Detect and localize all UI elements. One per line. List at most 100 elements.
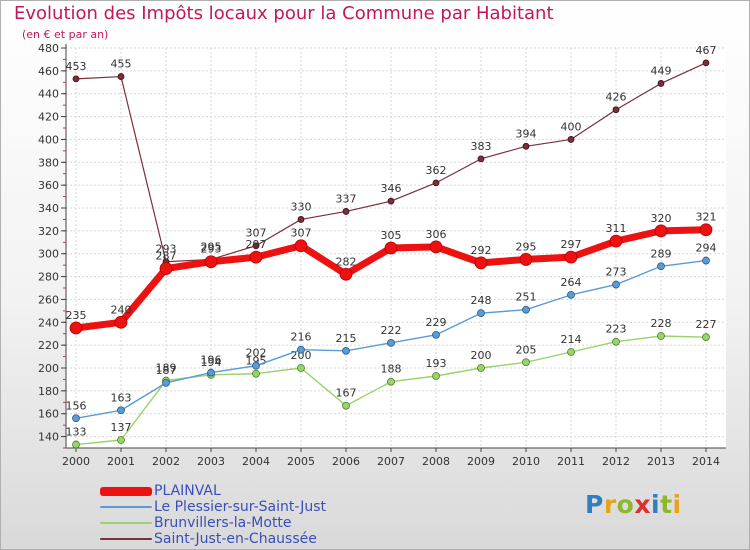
data-point	[387, 377, 395, 386]
y-tick-label: 460	[38, 65, 59, 78]
data-label: 294	[696, 242, 717, 255]
data-label: 216	[291, 331, 312, 344]
x-tick-label: 2006	[332, 455, 360, 468]
data-point	[72, 440, 80, 449]
data-label: 362	[426, 164, 447, 177]
x-tick-label: 2004	[242, 455, 270, 468]
x-tick-label: 2000	[62, 455, 90, 468]
data-point	[567, 290, 575, 299]
data-point	[429, 240, 443, 254]
data-point	[294, 239, 308, 253]
x-tick-label: 2013	[647, 455, 675, 468]
data-label: 295	[201, 240, 222, 253]
logo-letter: o	[616, 490, 635, 519]
data-point	[432, 330, 440, 339]
data-label: 133	[66, 426, 87, 439]
y-tick-label: 180	[38, 385, 59, 398]
data-label: 467	[696, 44, 717, 57]
data-point	[612, 337, 620, 346]
data-point	[477, 155, 485, 163]
data-point	[342, 346, 350, 355]
data-point	[654, 224, 668, 238]
x-tick-label: 2002	[152, 455, 180, 468]
data-point	[612, 106, 620, 114]
data-point	[699, 223, 713, 237]
data-label: 400	[561, 120, 582, 133]
data-label: 383	[471, 140, 492, 153]
data-label: 196	[201, 354, 222, 367]
legend-label: PLAINVAL	[154, 483, 221, 499]
legend-item: PLAINVAL	[100, 483, 500, 499]
data-point	[72, 414, 80, 423]
data-point	[297, 345, 305, 354]
data-label: 293	[156, 243, 177, 256]
y-tick-label: 440	[38, 88, 59, 101]
data-label: 297	[246, 238, 267, 251]
legend-swatch	[100, 506, 152, 508]
data-point	[114, 315, 128, 329]
data-label: 188	[381, 363, 402, 376]
data-label: 205	[516, 343, 537, 356]
data-label: 426	[606, 91, 627, 104]
data-label: 287	[156, 250, 177, 263]
y-tick-label: 420	[38, 111, 59, 124]
series-le-plessier-sur-saint-just: 156 163 187 196 202 216 215 222 229 248 251 264 273 2…	[66, 242, 717, 423]
x-tick-label: 2001	[107, 455, 135, 468]
data-point	[252, 369, 260, 378]
data-label: 305	[381, 229, 402, 242]
data-label: 187	[156, 364, 177, 377]
logo-letter: i	[672, 490, 682, 519]
logo-letter: x	[634, 490, 651, 519]
chart-subtitle: (en € et par an)	[22, 28, 109, 41]
y-tick-label: 140	[38, 431, 59, 444]
data-label: 311	[606, 222, 627, 235]
y-tick-label: 480	[38, 42, 59, 55]
data-label: 167	[336, 387, 357, 400]
data-label: 228	[651, 317, 672, 330]
y-tick-label: 200	[38, 362, 59, 375]
x-tick-label: 2012	[602, 455, 630, 468]
data-point	[519, 253, 533, 266]
logo-letter: P	[585, 490, 604, 519]
x-tick-label: 2009	[467, 455, 495, 468]
data-label: 330	[291, 200, 312, 213]
data-label: 264	[561, 276, 582, 289]
data-point	[342, 208, 350, 215]
data-label: 235	[66, 309, 87, 322]
chart-legend: PLAINVAL Le Plessier-sur-Saint-Just Brunvi…	[100, 483, 500, 547]
data-label: 200	[471, 349, 492, 362]
data-label: 282	[336, 255, 357, 268]
chart-title: Evolution des Impôts locaux pour la Comm…	[14, 3, 554, 24]
data-point	[207, 368, 215, 377]
y-tick-label: 240	[38, 316, 59, 329]
data-label: 215	[336, 332, 357, 345]
data-label: 320	[651, 212, 672, 225]
data-label: 214	[561, 333, 582, 346]
data-label: 307	[246, 227, 267, 240]
data-point	[252, 242, 260, 250]
data-label: 297	[561, 238, 582, 251]
legend-label: Saint-Just-en-Chaussée	[154, 531, 317, 547]
data-point	[72, 75, 80, 83]
y-tick-label: 260	[38, 293, 59, 306]
data-point	[162, 378, 170, 387]
data-point	[522, 142, 530, 150]
logo-letter: r	[603, 490, 617, 519]
data-point	[477, 364, 485, 372]
y-tick-label: 400	[38, 133, 59, 146]
data-label: 273	[606, 266, 627, 279]
y-tick-label: 220	[38, 339, 59, 352]
data-label: 346	[381, 182, 402, 195]
x-tick-label: 2011	[557, 455, 585, 468]
data-label: 227	[696, 318, 717, 331]
data-point	[567, 348, 575, 356]
data-point	[159, 262, 173, 275]
x-tick-label: 2007	[377, 455, 405, 468]
logo-letter: i	[651, 490, 661, 519]
data-label: 455	[111, 58, 132, 71]
data-label: 156	[66, 399, 87, 412]
y-tick-label: 320	[38, 225, 59, 238]
data-point	[249, 250, 263, 264]
